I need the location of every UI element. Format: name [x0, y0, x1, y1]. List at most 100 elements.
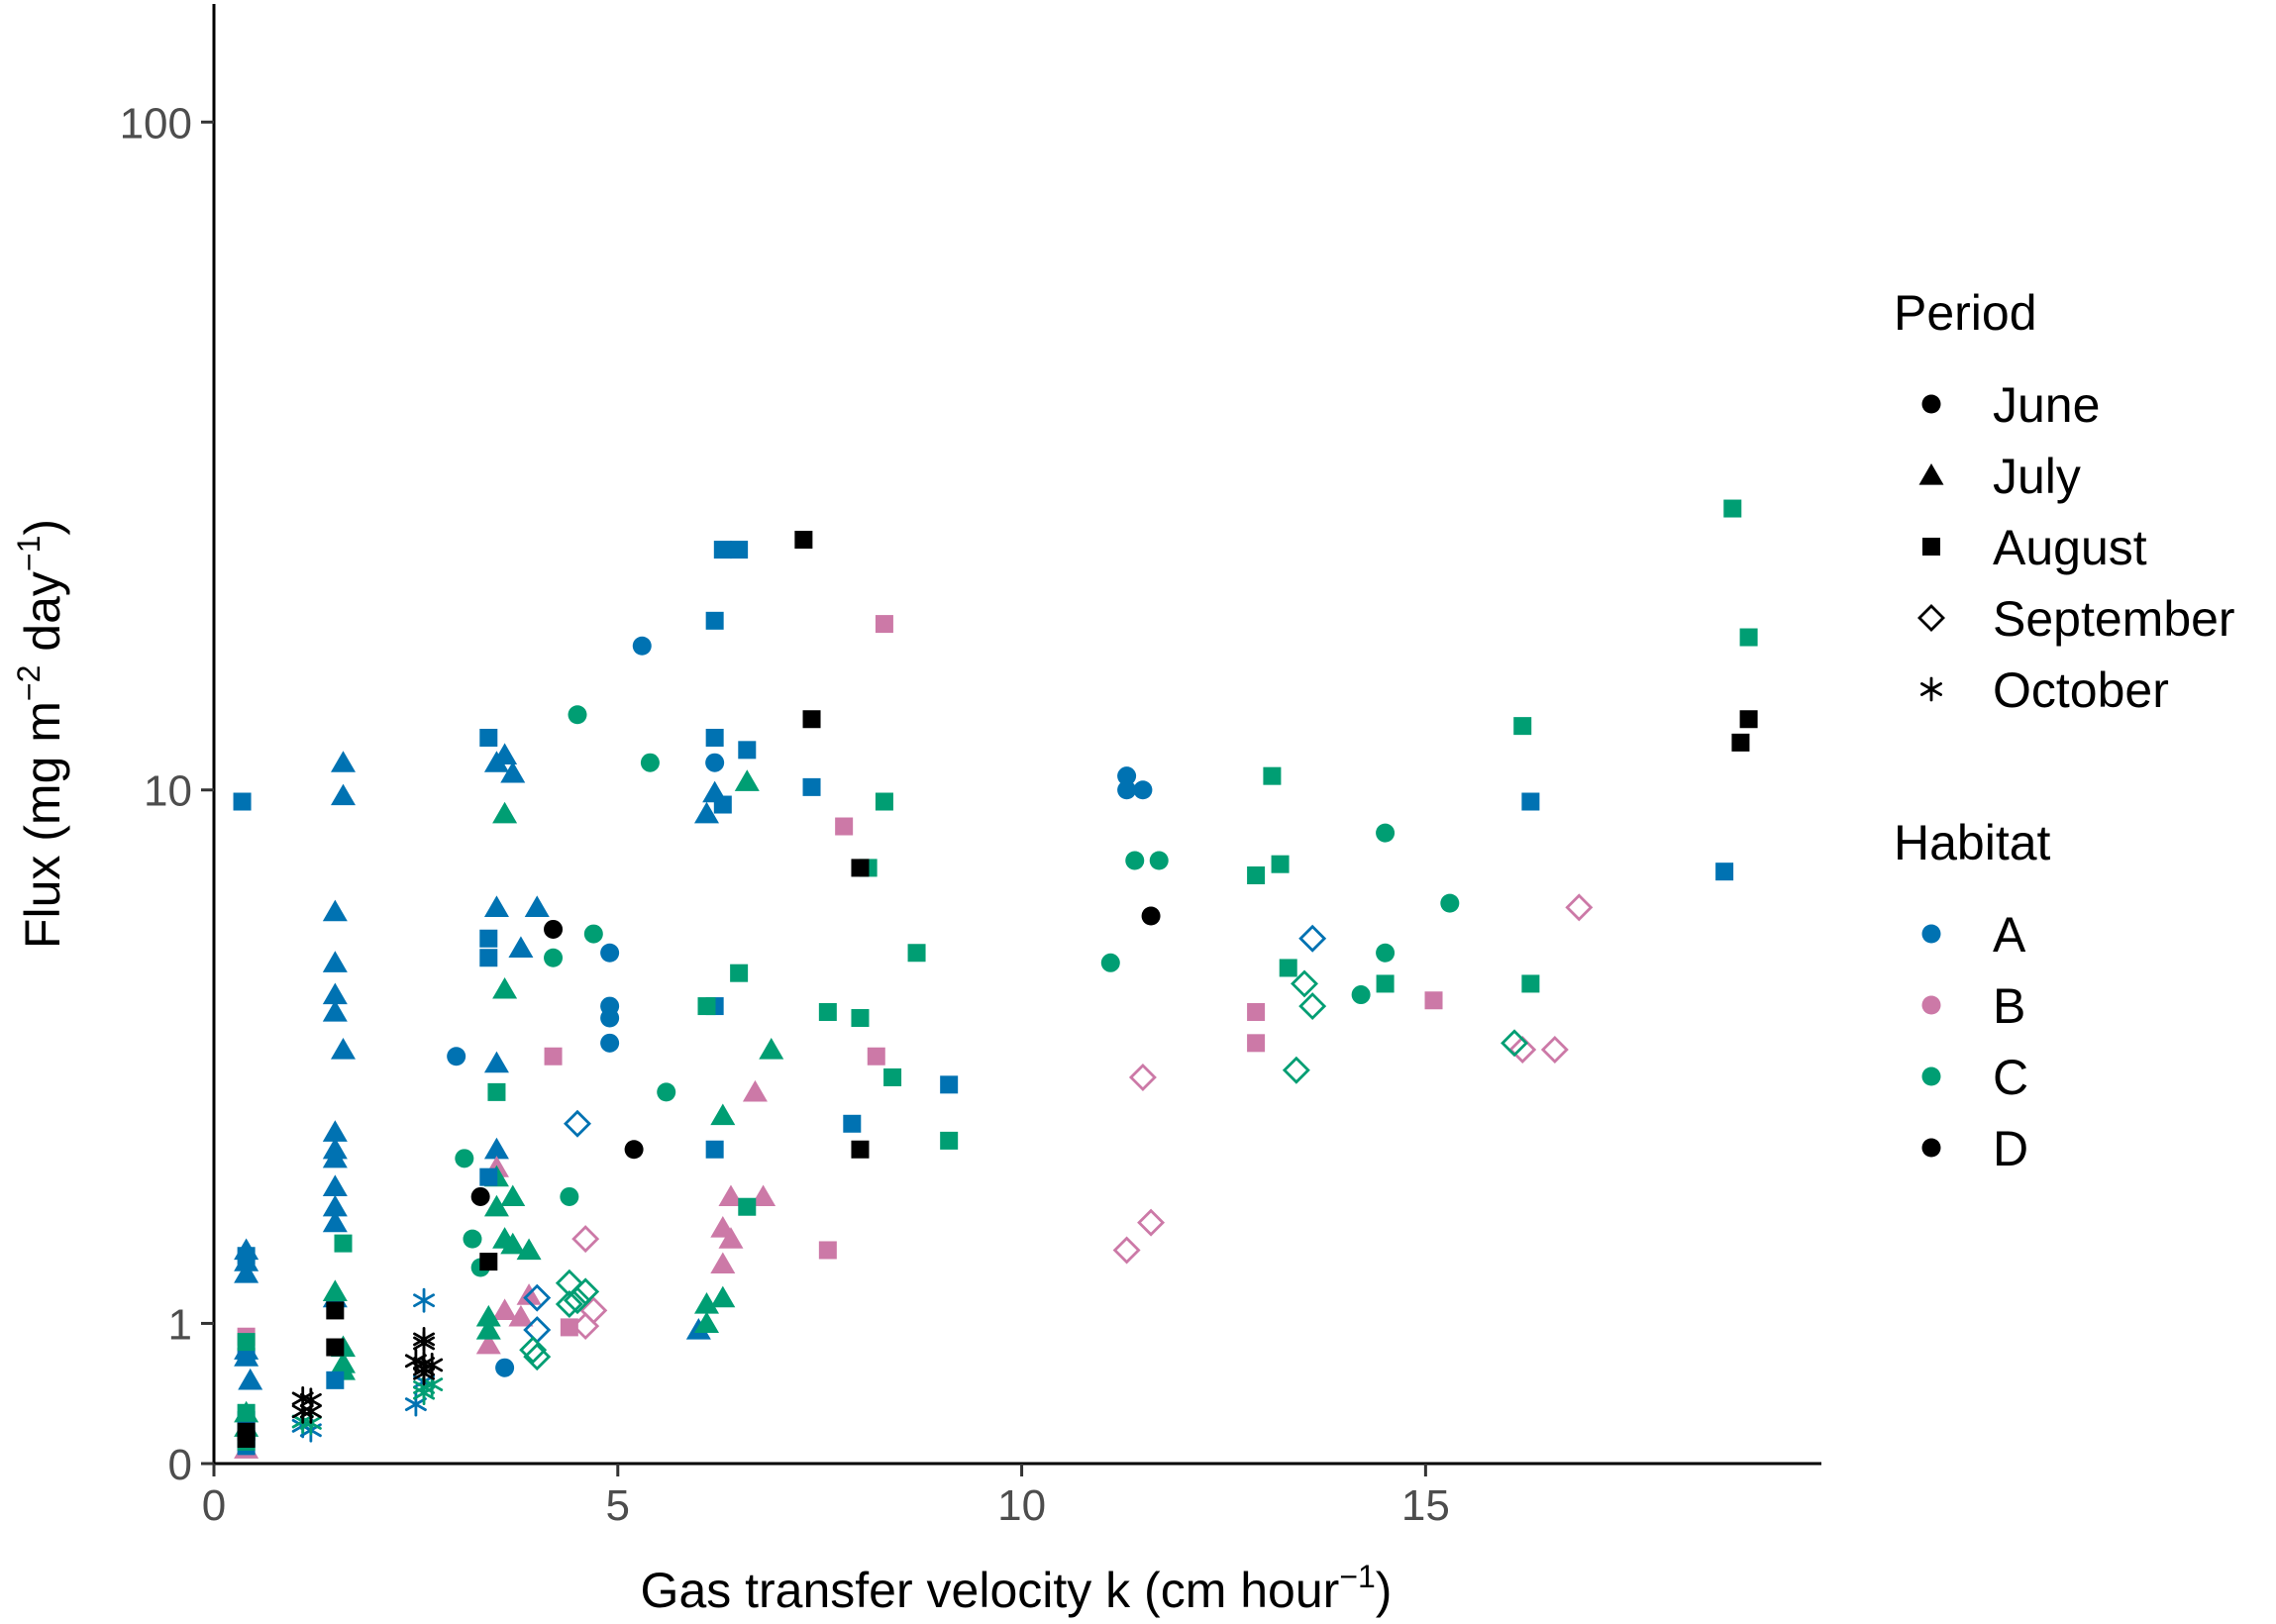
data-point-august-a	[705, 611, 724, 630]
data-point-august-b	[560, 1318, 578, 1337]
data-point-september-c	[1500, 1029, 1529, 1058]
data-point-august-c	[1263, 766, 1282, 785]
data-point-june-c	[1125, 851, 1145, 870]
data-point-june-c	[568, 705, 587, 725]
data-point-september-b	[1540, 1035, 1569, 1064]
data-point-august-b	[1247, 1002, 1266, 1021]
data-point-august-c	[697, 997, 716, 1016]
data-point-july-c	[734, 769, 760, 791]
data-point-july-a	[322, 951, 348, 972]
data-point-august-a	[738, 741, 757, 760]
data-point-august-a	[705, 1140, 724, 1159]
data-point-september-a	[564, 1109, 591, 1138]
legend-key-august	[1922, 538, 1940, 556]
data-point-august-b	[818, 1241, 837, 1260]
data-point-june-d	[470, 1186, 490, 1206]
data-point-august-a	[1715, 863, 1734, 881]
data-point-august-d	[237, 1430, 256, 1449]
data-point-september-c	[555, 1290, 583, 1318]
legend-period-title: Period	[1894, 285, 2037, 341]
data-point-august-a	[326, 1370, 345, 1389]
data-point-june-c	[455, 1149, 474, 1168]
data-point-september-b	[571, 1225, 600, 1254]
legend-period: June July August September October	[1917, 377, 2235, 718]
data-point-july-a	[234, 1262, 259, 1283]
data-point-august-c	[1739, 628, 1758, 647]
data-point-august-d	[851, 1140, 870, 1159]
data-point-august-a	[479, 1167, 498, 1186]
data-point-july-b	[742, 1079, 768, 1102]
data-point-july-a	[322, 1174, 348, 1197]
legend-label-june: June	[1993, 377, 2100, 433]
data-point-october-d	[299, 1398, 322, 1424]
data-point-june-a	[447, 1047, 466, 1066]
data-point-september-c	[1282, 1056, 1310, 1084]
x-tick-label: 0	[202, 1481, 226, 1530]
data-point-august-a	[237, 1247, 256, 1266]
data-point-september-b	[571, 1312, 600, 1341]
data-point-july-a	[483, 1137, 509, 1160]
data-point-august-a	[843, 1114, 862, 1133]
data-point-august-c	[237, 1333, 256, 1352]
data-point-august-d	[851, 859, 870, 877]
data-point-october-d	[413, 1331, 436, 1356]
data-point-july-b	[475, 1332, 501, 1355]
data-point-july-b	[492, 1298, 518, 1321]
data-point-july-a	[322, 982, 348, 1005]
legend-label-habitat-d: D	[1993, 1121, 2028, 1176]
data-point-july-a	[330, 1037, 356, 1060]
data-point-july-a	[322, 1210, 348, 1233]
data-point-august-a	[479, 728, 498, 747]
legend-label-october: October	[1993, 662, 2169, 718]
data-point-august-a	[233, 792, 252, 811]
data-point-july-a	[492, 743, 518, 765]
x-tick-label: 10	[997, 1481, 1046, 1530]
data-point-august-b	[835, 817, 854, 836]
data-point-june-c	[657, 1082, 676, 1102]
data-point-june-a	[1117, 780, 1137, 800]
legend-key-habitat-a	[1921, 924, 1941, 944]
data-point-august-d	[326, 1338, 345, 1357]
data-point-august-c	[907, 944, 926, 963]
x-axis-title: Gas transfer velocity k (cm hour−1)	[641, 1559, 1393, 1618]
data-point-august-b	[1424, 991, 1443, 1010]
data-point-september-c	[1298, 992, 1327, 1021]
data-point-september-b	[1137, 1208, 1166, 1237]
data-point-august-a	[730, 541, 749, 559]
legend-habitat-title: Habitat	[1894, 815, 2051, 870]
legend-label-august: August	[1993, 520, 2147, 575]
y-tick-label: 100	[120, 99, 192, 148]
data-point-september-c	[1291, 969, 1319, 998]
legend-key-habitat-c	[1921, 1066, 1941, 1086]
data-point-august-c	[487, 1082, 506, 1101]
data-point-august-c	[883, 1067, 902, 1086]
data-point-august-c	[940, 1131, 959, 1150]
data-point-october-d	[413, 1361, 436, 1386]
legend-label-july: July	[1993, 449, 2081, 504]
data-point-june-c	[1376, 823, 1396, 843]
data-point-october-d	[291, 1398, 314, 1424]
data-point-june-a	[1133, 780, 1153, 800]
data-point-august-d	[794, 531, 813, 550]
y-axis-title: Flux (mg m−2 day−1)	[11, 519, 70, 949]
data-point-september-c	[519, 1336, 548, 1365]
data-point-july-c	[492, 801, 518, 824]
data-point-august-c	[875, 792, 893, 811]
data-point-july-c	[500, 1184, 526, 1207]
data-point-june-c	[463, 1229, 482, 1249]
data-point-august-d	[1731, 733, 1750, 752]
y-tick-label: 1	[168, 1300, 192, 1349]
data-point-august-d	[479, 1253, 498, 1271]
legend-label-habitat-b: B	[1993, 978, 2025, 1034]
data-point-august-b	[544, 1047, 563, 1066]
legend-key-september	[1917, 604, 1945, 632]
data-point-july-c	[694, 1311, 720, 1334]
data-point-august-a	[713, 541, 732, 559]
data-point-july-a	[483, 895, 509, 917]
data-point-august-c	[1247, 865, 1266, 884]
data-point-june-a	[600, 943, 620, 963]
data-point-september-b	[1112, 1236, 1141, 1265]
data-point-june-a	[1117, 766, 1137, 786]
data-point-july-b	[718, 1184, 744, 1207]
